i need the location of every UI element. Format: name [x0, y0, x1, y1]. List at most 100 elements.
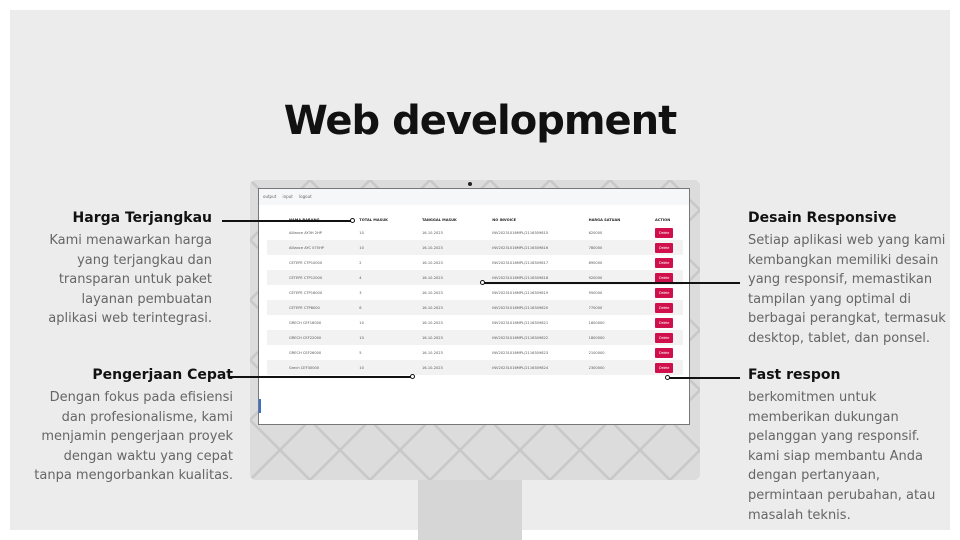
table-row: GRECH CEF22000 10 16-10-2023 INV20231016MPL…: [267, 330, 683, 345]
table-cell: INV20231016MPL/2116309824: [470, 360, 567, 375]
table-cell: 1800000: [566, 330, 633, 345]
table-cell: 6: [337, 300, 400, 315]
camera-dot: [468, 182, 472, 186]
table-cell: 4: [337, 270, 400, 285]
scroll-indicator: [259, 399, 261, 413]
table-cell: 16-10-2023: [421, 350, 443, 355]
table-cell: 16-10-2023: [399, 300, 471, 315]
table-cell: 920000: [566, 270, 633, 285]
table-cell: INV20231016MPL/2116309821: [492, 320, 549, 325]
table-cell: 10: [359, 320, 364, 325]
action-cell: Delete: [633, 315, 683, 330]
action-cell: Delete: [633, 225, 683, 240]
feature-title-desain: Desain Responsive: [748, 210, 897, 226]
table-cell: 16-10-2023: [399, 360, 471, 375]
delete-button[interactable]: Delete: [654, 317, 674, 328]
table-row: CETEPE CTP8000 6 16-10-2023 INV20231016MPL/…: [267, 300, 683, 315]
delete-button[interactable]: Delete: [654, 347, 674, 358]
table-cell: CETEPE CTP8000: [267, 300, 338, 315]
table-cell: INV20231016MPL/2116309819: [492, 290, 549, 295]
table-cell: 10: [337, 330, 400, 345]
table-cell: GRECH CEF16000: [289, 320, 322, 325]
delete-button[interactable]: Delete: [654, 332, 674, 343]
table-cell: INV20231016MPL/2116309815: [492, 230, 549, 235]
table-cell: INV20231016MPL/2116309822: [470, 330, 567, 345]
feature-text-fast: berkomitmen untuk memberikan dukungan pe…: [748, 390, 936, 523]
monitor-screen: output input logout NAMA BARANGTOTAL MAS…: [258, 188, 690, 425]
column-header: ACTION: [654, 218, 671, 222]
table-cell: CETEPE CTP10000: [289, 260, 323, 265]
table-cell: 16-10-2023: [421, 320, 443, 325]
delete-button[interactable]: Delete: [654, 362, 674, 373]
table-cell: Alliance AY3H 2HP: [289, 230, 322, 235]
connector-dot: [410, 374, 415, 379]
table-cell: INV20231016MPL/2116309817: [492, 260, 549, 265]
table-cell: 10: [337, 240, 400, 255]
delete-button[interactable]: Delete: [654, 272, 674, 283]
feature-text-pengerjaan: Dengan fokus pada efisiensi dan profesio…: [34, 390, 233, 484]
action-cell: Delete: [633, 255, 683, 270]
delete-button[interactable]: Delete: [654, 287, 674, 298]
table-cell: INV20231016MPL/2116309816: [470, 240, 567, 255]
table-cell: 10: [359, 230, 364, 235]
column-header: TOTAL MASUK: [359, 218, 388, 222]
nav-logout[interactable]: logout: [299, 194, 312, 199]
delete-button[interactable]: Delete: [654, 302, 674, 313]
action-cell: Delete: [632, 240, 683, 255]
connector-dot: [480, 280, 485, 285]
table-cell: 5: [359, 350, 362, 355]
column-header: TANGGAL MASUK: [421, 218, 457, 222]
table-cell: 16-10-2023: [399, 270, 471, 285]
table-cell: Alliance AYC 075HP: [267, 240, 338, 255]
table-cell: Grech CEF30000: [267, 360, 338, 375]
feature-title-pengerjaan: Pengerjaan Cepat: [92, 367, 233, 383]
table-row: CETEPE CTP16000 3 16-10-2023 INV20231016MPL…: [267, 285, 683, 300]
delete-button[interactable]: Delete: [654, 242, 674, 253]
page-title: Web development: [283, 98, 678, 144]
delete-button[interactable]: Delete: [654, 227, 674, 238]
table-cell: 10: [337, 360, 400, 375]
table-row: GRECH CEF16000 10 16-10-2023 INV20231016MPL…: [267, 315, 683, 330]
table-cell: INV20231016MPL/2116309818: [470, 270, 567, 285]
nav-output[interactable]: output: [263, 194, 277, 199]
action-cell: Delete: [632, 330, 683, 345]
table-cell: 3: [359, 290, 362, 295]
table-cell: 16-10-2023: [421, 230, 443, 235]
column-header: HARGA SATUAN: [588, 218, 621, 222]
table-row: CETEPE CTP10000 2 16-10-2023 INV20231016MPL…: [267, 255, 683, 270]
nav-input[interactable]: input: [282, 194, 293, 199]
table-row: CETEPE CTP12000 4 16-10-2023 INV20231016MPL…: [267, 270, 683, 285]
table-cell: 16-10-2023: [421, 260, 443, 265]
table-cell: 950000: [588, 290, 603, 295]
connector-line: [482, 282, 740, 284]
feature-title-fast: Fast respon: [748, 367, 841, 383]
table-cell: GRECH CEF22000: [267, 330, 338, 345]
table-cell: 2300000: [566, 360, 633, 375]
action-cell: Delete: [633, 285, 683, 300]
feature-title-harga: Harga Terjangkau: [72, 210, 212, 226]
connector-dot: [350, 218, 355, 223]
delete-button[interactable]: Delete: [654, 257, 674, 268]
connector-dot: [665, 375, 670, 380]
table-cell: 770000: [566, 300, 633, 315]
table-cell: CETEPE CTP12000: [267, 270, 338, 285]
table-cell: 16-10-2023: [399, 240, 471, 255]
feature-text-harga: Kami menawarkan harga yang terjangkau da…: [48, 233, 212, 327]
action-cell: Delete: [632, 360, 683, 375]
connector-line: [230, 376, 412, 378]
table-cell: 16-10-2023: [399, 330, 471, 345]
action-cell: Delete: [633, 345, 683, 360]
table-row: Alliance AYC 075HP 10 16-10-2023 INV2023101…: [267, 240, 683, 255]
table-cell: 1600000: [588, 320, 605, 325]
table-cell: INV20231016MPL/2116309820: [470, 300, 567, 315]
table-cell: GRECH CEF26000: [289, 350, 322, 355]
table-cell: 2: [359, 260, 362, 265]
action-cell: Delete: [632, 270, 683, 285]
screen-nav: output input logout: [259, 189, 689, 205]
connector-line: [222, 220, 352, 222]
table-row: Grech CEF30000 10 16-10-2023 INV20231016MPL…: [267, 360, 683, 375]
table-cell: CETEPE CTP16000: [289, 290, 323, 295]
connector-line: [667, 377, 740, 379]
table-cell: 780000: [566, 240, 633, 255]
